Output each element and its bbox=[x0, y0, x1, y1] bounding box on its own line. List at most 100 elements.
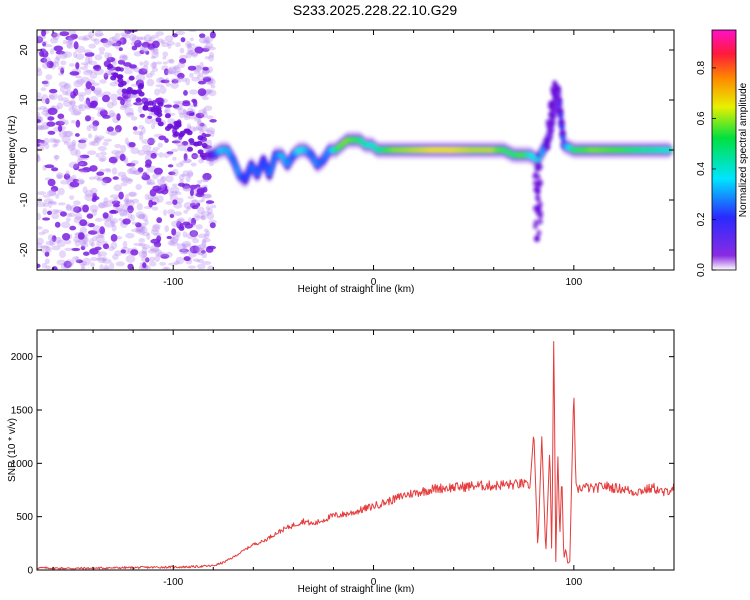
noise-blob bbox=[185, 77, 191, 86]
noise-blob bbox=[145, 73, 153, 79]
noise-blob bbox=[153, 233, 162, 237]
noise-blob bbox=[128, 75, 135, 81]
noise-blob bbox=[183, 256, 191, 262]
noise-blob bbox=[195, 124, 204, 131]
y-tick-label: 1000 bbox=[11, 459, 34, 470]
spike-blob bbox=[535, 188, 541, 195]
noise-blob bbox=[156, 217, 163, 224]
noise-blob bbox=[157, 101, 164, 107]
noise-blob bbox=[75, 78, 86, 85]
noise-blob bbox=[59, 51, 68, 60]
noise-blob bbox=[85, 69, 95, 74]
noise-blob bbox=[202, 66, 209, 71]
noise-blob bbox=[201, 196, 206, 202]
noise-blob bbox=[40, 245, 49, 249]
noise-blob bbox=[131, 221, 138, 225]
noise-blob bbox=[122, 240, 128, 249]
noise-blob bbox=[45, 246, 52, 253]
noise-blob bbox=[68, 106, 75, 112]
noise-blob bbox=[133, 67, 141, 73]
noise-blob bbox=[141, 231, 150, 237]
noise-blob bbox=[37, 201, 46, 208]
noise-blob bbox=[154, 255, 161, 262]
noise-blob bbox=[141, 250, 148, 258]
noise-blob bbox=[43, 198, 54, 204]
noise-blob bbox=[90, 262, 95, 268]
noise-blob bbox=[138, 131, 144, 136]
noise-blob bbox=[164, 35, 174, 43]
noise-blob bbox=[171, 228, 177, 236]
noise-blob bbox=[196, 259, 201, 263]
spike-blob bbox=[532, 205, 538, 212]
noise-blob bbox=[78, 180, 85, 185]
noise-blob bbox=[163, 209, 168, 216]
noise-blob bbox=[80, 137, 88, 142]
noise-blob bbox=[116, 40, 122, 47]
noise-blob bbox=[177, 62, 186, 69]
noise-blob bbox=[108, 246, 115, 252]
noise-blob bbox=[188, 265, 196, 269]
noise-blob bbox=[177, 108, 187, 116]
noise-blob bbox=[69, 205, 79, 213]
noise-blob bbox=[191, 51, 198, 58]
noise-blob bbox=[60, 263, 65, 270]
noise-blob bbox=[94, 107, 102, 111]
noise-blob bbox=[54, 154, 59, 161]
noise-blob bbox=[160, 253, 170, 259]
noise-blob bbox=[62, 233, 71, 241]
noise-blob bbox=[98, 203, 105, 209]
noise-blob bbox=[38, 140, 48, 147]
noise-blob bbox=[173, 65, 180, 71]
colorbar: 0.0 0.2 0.4 0.6 0.8 Normalized spectral ampl… bbox=[696, 29, 749, 277]
noise-blob bbox=[169, 241, 179, 247]
noise-blob bbox=[134, 39, 142, 48]
noise-blob bbox=[114, 143, 122, 149]
noise-blob bbox=[210, 130, 215, 137]
noise-blob bbox=[141, 41, 151, 48]
noise-blob bbox=[87, 150, 97, 156]
noise-blob bbox=[120, 182, 128, 187]
noise-blob bbox=[145, 50, 150, 55]
noise-blob bbox=[55, 120, 65, 126]
noise-blob bbox=[109, 112, 117, 118]
noise-blob bbox=[148, 261, 157, 267]
y-tick-label: 0 bbox=[19, 147, 30, 153]
noise-blob bbox=[127, 168, 134, 175]
noise-blob bbox=[37, 111, 41, 117]
noise-blob bbox=[87, 133, 93, 139]
noise-blob bbox=[115, 66, 122, 72]
noise-blob bbox=[183, 113, 191, 121]
noise-blob bbox=[151, 149, 159, 153]
noise-blob bbox=[157, 251, 166, 257]
noise-blob bbox=[104, 52, 110, 59]
noise-blob bbox=[140, 256, 149, 262]
noise-blob bbox=[88, 56, 93, 64]
noise-blob bbox=[118, 47, 123, 52]
noise-blob bbox=[166, 235, 172, 240]
noise-blob bbox=[139, 36, 147, 41]
noise-blob bbox=[49, 238, 56, 247]
noise-blob bbox=[37, 119, 41, 123]
noise-blob bbox=[156, 112, 163, 118]
noise-blob bbox=[57, 113, 65, 120]
noise-blob bbox=[124, 193, 129, 202]
noise-blob bbox=[109, 194, 120, 199]
x-tick-label: 100 bbox=[565, 277, 582, 288]
noise-blob bbox=[110, 241, 118, 250]
noise-blob bbox=[194, 118, 202, 122]
noise-blob bbox=[56, 102, 64, 110]
noise-blob bbox=[75, 119, 81, 128]
noise-blob bbox=[196, 74, 201, 79]
noise-blob bbox=[71, 247, 81, 252]
spike-blob bbox=[536, 229, 542, 236]
noise-blob bbox=[123, 198, 130, 204]
noise-blob bbox=[182, 231, 188, 238]
noise-blob bbox=[186, 169, 194, 178]
noise-blob bbox=[176, 197, 184, 204]
noise-blob bbox=[90, 82, 100, 87]
noise-blob bbox=[48, 94, 55, 100]
noise-blob bbox=[37, 263, 41, 268]
noise-blob bbox=[175, 141, 184, 147]
noise-blob bbox=[210, 84, 216, 89]
noise-blob bbox=[187, 43, 193, 49]
